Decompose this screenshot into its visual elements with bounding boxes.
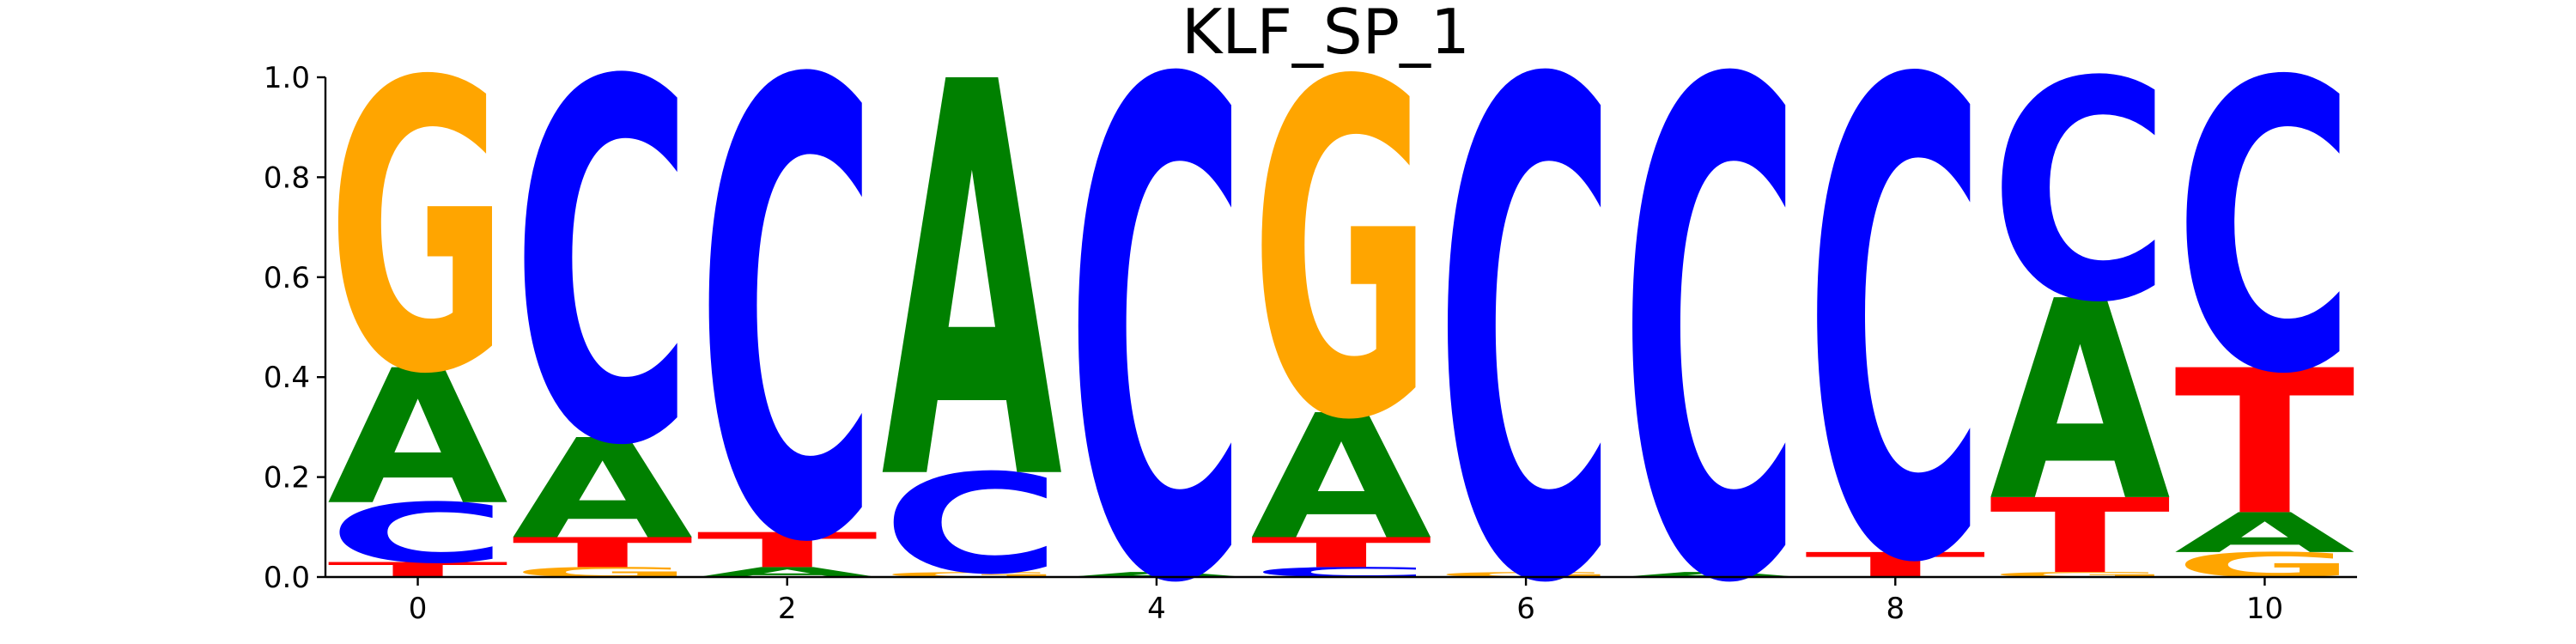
logo-letter-glyph: T [512,529,693,577]
logo-letter-C-pos-8: C [1805,0,1986,644]
logo-letter-glyph: A [1251,379,1432,578]
logo-letter-glyph: C [327,486,508,581]
logo-letter-C-pos-0: C [327,486,508,581]
y-tick-label: 1.0 [264,61,310,95]
logo-letter-C-pos-1: C [512,0,693,555]
logo-letter-glyph: C [696,0,878,644]
logo-letter-T-pos-10: T [2174,329,2356,560]
logo-letter-glyph: C [2174,0,2355,461]
x-tick-label: 10 [2246,592,2283,626]
x-tick-label: 0 [409,592,428,626]
logo-letter-glyph: T [696,523,878,579]
y-tick-label: 0.4 [264,361,310,395]
logo-letter-glyph: C [1066,0,1248,644]
logo-letter-T-pos-2: T [696,523,878,579]
logo-letter-T-pos-1: T [512,529,693,577]
logo-letter-glyph: G [881,571,1062,579]
logo-letter-glyph: T [2174,329,2356,560]
logo-letter-glyph: A [327,331,508,546]
logo-letter-glyph: A [2174,501,2355,565]
y-tick-label: 0.0 [264,561,310,595]
logo-letter-glyph: C [1805,0,1986,644]
logo-letter-glyph: G [1990,571,2171,579]
logo-letter-G-pos-5: G [1251,0,1432,520]
logo-letter-T-pos-5: T [1251,529,1432,577]
logo-letter-glyph: T [1251,529,1432,577]
logo-letter-A-pos-7: A [1620,571,1801,579]
logo-letter-G-pos-6: G [1436,571,1617,579]
logo-letter-glyph: A [881,0,1064,600]
logo-letter-C-pos-2: C [696,0,878,644]
x-tick-label: 4 [1147,592,1166,626]
logo-letter-A-pos-4: A [1066,571,1248,579]
logo-letter-glyph: A [1066,571,1248,579]
logo-letter-glyph: G [1436,571,1617,579]
logo-letter-A-pos-1: A [512,410,693,569]
y-tick-label: 0.2 [264,461,310,495]
logo-letter-G-pos-3: G [881,571,1062,579]
logo-letter-glyph: A [1990,243,2172,562]
logo-letter-C-pos-6: C [1436,0,1617,644]
x-tick-label: 6 [1516,592,1535,626]
logo-letter-A-pos-10: A [2174,501,2355,565]
logo-letter-C-pos-9: C [1990,17,2171,368]
logo-letter-glyph: C [1620,0,1801,644]
logo-letter-A-pos-3: A [881,0,1064,600]
y-tick-label: 0.6 [264,261,310,295]
y-axis: 0.0 0.2 0.4 0.6 0.8 1.0 [264,61,327,595]
logo-letter-A-pos-5: A [1251,379,1432,578]
logo-letter-glyph: C [1436,0,1617,644]
logo-letter-glyph: C [512,0,693,555]
chart-title: KLF_SP_1 [1182,0,1470,68]
logo-letter-glyph: G [1251,0,1432,520]
y-tick-label: 0.8 [264,161,310,195]
logo-letter-A-pos-0: A [327,331,508,546]
logo-letter-C-pos-7: C [1620,0,1801,644]
logo-letter-glyph: A [1620,571,1801,579]
x-tick-label: 2 [778,592,797,626]
x-axis: 0 2 4 6 8 10 [325,575,2357,626]
logo-letter-C-pos-10: C [2174,0,2355,461]
logo-letter-A-pos-9: A [1990,243,2172,562]
logo-letter-C-pos-4: C [1066,0,1248,644]
logo-letter-G-pos-0: G [327,0,508,462]
x-tick-label: 8 [1886,592,1905,626]
logo-letter-G-pos-9: G [1990,571,2171,579]
logo-letter-glyph: C [1990,17,2171,368]
logo-letter-glyph: G [327,0,508,462]
logo-letter-glyph: A [512,410,693,569]
